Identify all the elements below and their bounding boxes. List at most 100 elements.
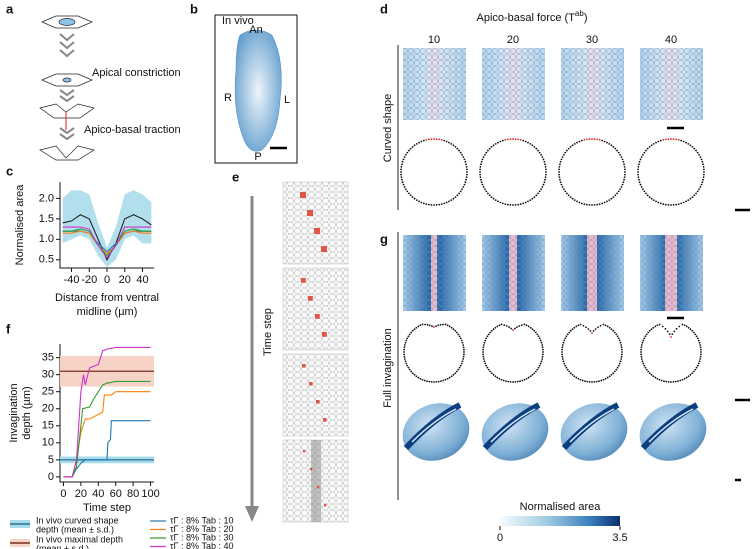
section-dot xyxy=(699,156,702,158)
time-arrow-head xyxy=(245,506,259,522)
section-dot xyxy=(512,204,514,206)
section-dot xyxy=(621,158,624,161)
section-dot xyxy=(696,364,699,367)
section-dot xyxy=(487,368,490,371)
section-dot xyxy=(465,163,467,166)
section-dot xyxy=(502,379,505,382)
section-dot xyxy=(454,146,457,148)
section-dot xyxy=(614,194,617,197)
embryo-3d xyxy=(481,403,549,461)
section-dot xyxy=(623,165,626,168)
constricting-cell xyxy=(310,468,313,471)
section-dot xyxy=(544,173,547,176)
section-dot xyxy=(492,328,495,331)
section-dot xyxy=(645,333,648,336)
section-dot xyxy=(641,360,644,363)
tissue-cells xyxy=(283,268,348,350)
section-dot xyxy=(617,190,620,193)
section-dot xyxy=(479,168,482,171)
section-dot xyxy=(435,138,438,141)
section-dot xyxy=(579,378,582,381)
section-dot xyxy=(480,160,483,163)
section-dot xyxy=(459,151,462,154)
furrow-highlight xyxy=(648,408,694,443)
schematic xyxy=(39,15,95,161)
section-dot xyxy=(517,203,520,206)
section-dot xyxy=(445,201,448,204)
column-label: 20 xyxy=(507,34,519,46)
section-dot xyxy=(465,165,468,168)
section-dot xyxy=(496,325,499,328)
section-dot xyxy=(681,378,684,381)
section-dot xyxy=(519,203,522,205)
section-dot xyxy=(499,140,502,143)
section-dot xyxy=(699,344,702,346)
section-dot xyxy=(540,360,543,363)
section-dot xyxy=(460,339,463,342)
section-dot xyxy=(586,380,589,383)
section-dot xyxy=(677,139,680,141)
section-dot xyxy=(481,158,484,161)
section-dot xyxy=(524,140,527,143)
section-dot xyxy=(464,160,467,163)
section-dot xyxy=(682,201,685,204)
row-label: Curved shape xyxy=(382,94,394,163)
section-dot xyxy=(445,140,448,143)
section-dot xyxy=(566,192,568,195)
section-dot xyxy=(455,331,458,334)
section-dot xyxy=(558,176,561,179)
section-dot xyxy=(489,370,492,373)
section-dot xyxy=(616,149,618,152)
section-dot xyxy=(408,149,410,152)
section-dot xyxy=(410,370,413,373)
tissue-cells xyxy=(403,48,466,120)
section-dot xyxy=(402,158,405,161)
section-dot xyxy=(664,327,667,330)
section-dot xyxy=(620,358,623,360)
section-dot xyxy=(442,323,444,326)
section-dot xyxy=(692,370,695,373)
section-dot xyxy=(685,325,688,328)
section-dot xyxy=(482,156,485,158)
axis-label: R xyxy=(224,92,232,104)
section-dot xyxy=(403,156,406,158)
x-axis-label: midline (µm) xyxy=(77,306,138,318)
section-dot xyxy=(481,183,484,186)
section-dot xyxy=(652,199,655,202)
section-dot xyxy=(422,139,425,142)
section-dot xyxy=(699,346,702,349)
section-dot xyxy=(620,346,623,349)
section-dot xyxy=(696,190,699,193)
section-dot xyxy=(568,370,571,373)
section-dot xyxy=(479,176,482,179)
section-dot xyxy=(463,183,466,186)
section-dot xyxy=(419,324,422,327)
column-header: Apico-basal force (Tab) xyxy=(476,9,587,24)
section-dot xyxy=(452,144,455,147)
legend-label: (mean ± s.d.) xyxy=(36,543,89,549)
section-dot xyxy=(508,326,510,329)
section-dot xyxy=(602,378,605,381)
section-dot xyxy=(654,376,657,379)
cell xyxy=(62,77,72,83)
section-dot xyxy=(433,138,435,140)
section-dot xyxy=(440,380,442,383)
section-dot xyxy=(537,366,540,369)
section-dot xyxy=(612,372,615,375)
embryo-3d xyxy=(639,403,707,461)
section-dot xyxy=(645,368,648,371)
section-dot xyxy=(458,192,460,195)
section-dot xyxy=(642,362,645,365)
section-dot xyxy=(648,372,651,375)
section-dot xyxy=(561,186,564,188)
section-dot xyxy=(463,158,466,161)
chevrons xyxy=(59,89,75,103)
section-dot xyxy=(463,348,465,351)
section-dot xyxy=(404,341,407,344)
section-dot xyxy=(640,355,643,358)
section-dot xyxy=(623,173,626,176)
constricting-cell xyxy=(307,210,313,216)
section-dot xyxy=(642,339,645,342)
section-dot xyxy=(482,348,484,351)
